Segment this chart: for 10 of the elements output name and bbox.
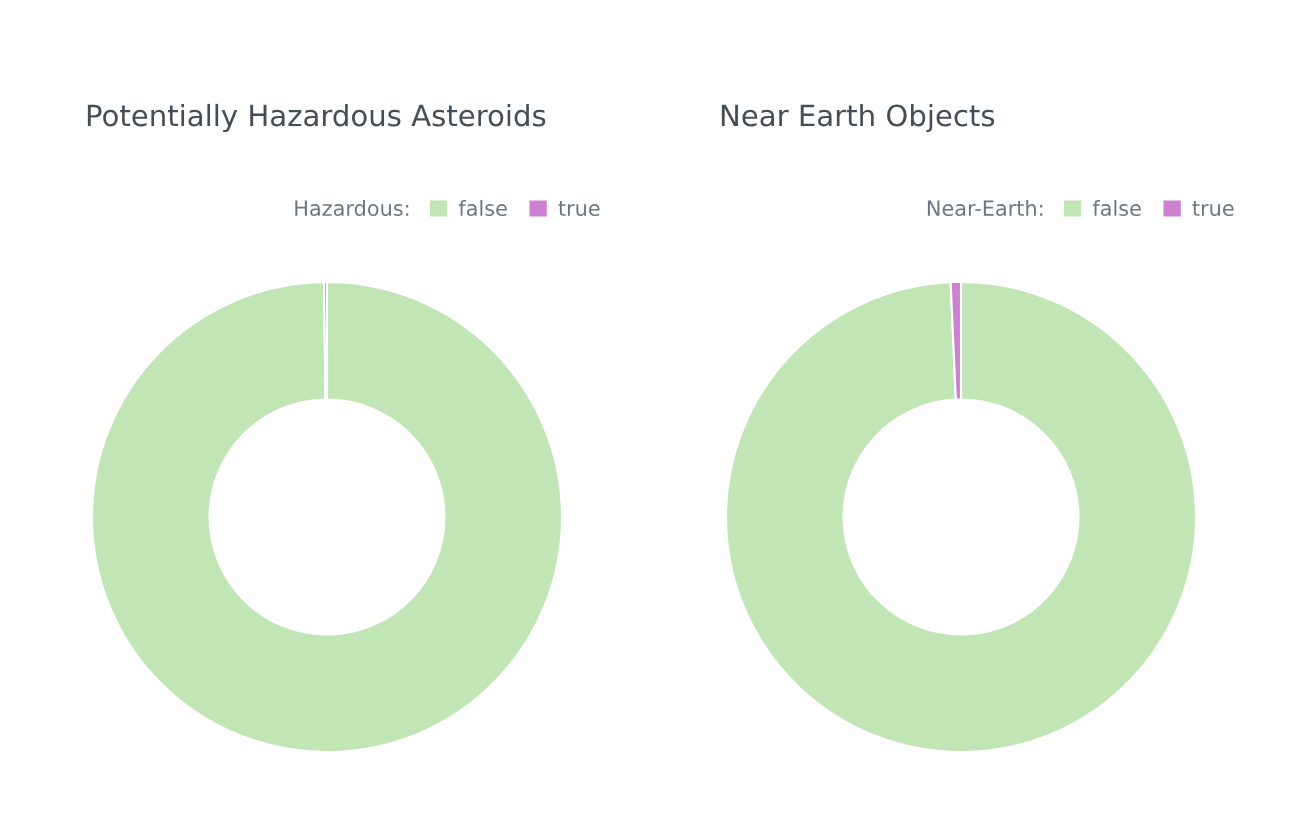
legend-title: Hazardous: bbox=[295, 199, 409, 217]
chart-title: Near Earth Objects bbox=[721, 103, 995, 133]
legend-label: true bbox=[558, 201, 600, 217]
legend-label: false bbox=[1092, 199, 1141, 217]
donut-slice bbox=[90, 280, 564, 754]
donut-slice bbox=[724, 280, 1198, 754]
legend-label: false bbox=[458, 199, 507, 217]
legend-label: true bbox=[1192, 201, 1234, 217]
legend-title: Near-Earth: bbox=[927, 199, 1043, 217]
chart-title: Potentially Hazardous Asteroids bbox=[87, 103, 546, 133]
